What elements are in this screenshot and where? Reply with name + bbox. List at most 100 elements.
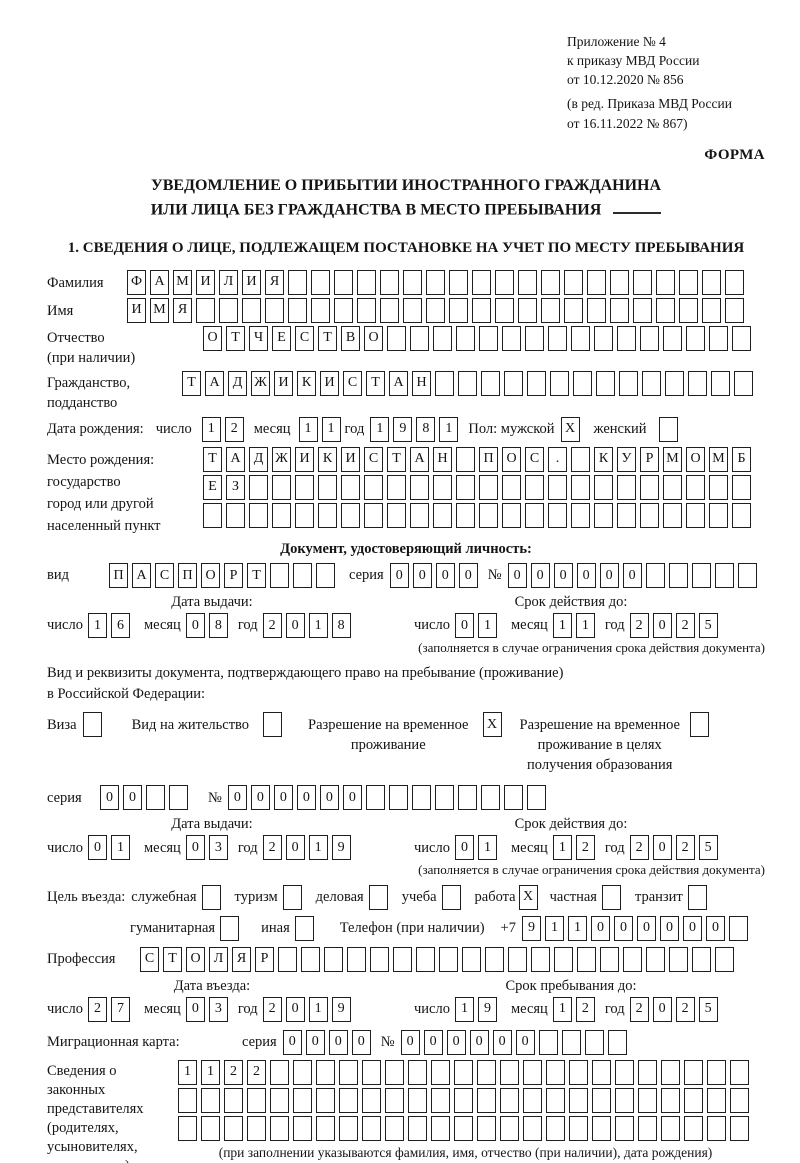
char-cell[interactable]: Р [640,446,659,472]
char-cell[interactable]: 8 [331,612,351,638]
char-cell[interactable]: 0 [613,915,633,941]
char-cell[interactable] [357,269,376,295]
char-cell[interactable] [617,474,636,500]
char-cell[interactable]: Р [224,562,243,588]
char-cell[interactable] [316,1059,335,1085]
char-cell[interactable] [569,1115,588,1141]
char-cell[interactable]: 9 [331,835,351,861]
char-cell[interactable]: Т [163,946,182,972]
char-cell[interactable] [661,1087,680,1113]
char-cell[interactable] [707,1115,726,1141]
char-cell[interactable] [669,946,688,972]
char-cell[interactable] [431,1087,450,1113]
char-cell[interactable] [546,1087,565,1113]
char-cell[interactable] [633,269,652,295]
sex-female-checkbox[interactable] [658,416,682,442]
char-cell[interactable] [408,1115,427,1141]
char-cell[interactable] [385,1059,404,1085]
char-cell[interactable]: И [127,297,146,323]
char-cell[interactable] [426,269,445,295]
char-cell[interactable]: 2 [224,1059,243,1085]
char-cell[interactable] [288,269,307,295]
char-cell[interactable] [462,946,481,972]
char-cell[interactable] [294,915,314,941]
char-cell[interactable] [709,502,728,528]
char-cell[interactable] [658,416,678,442]
purpose-humanitarian-checkbox[interactable] [220,915,243,941]
char-cell[interactable] [518,297,537,323]
char-cell[interactable]: Т [366,370,385,396]
char-cell[interactable]: Ж [272,446,291,472]
char-cell[interactable]: М [709,446,728,472]
char-cell[interactable] [638,1087,657,1113]
char-cell[interactable]: А [150,269,169,295]
char-cell[interactable]: К [297,370,316,396]
char-cell[interactable]: Ж [251,370,270,396]
char-cell[interactable] [707,1087,726,1113]
char-cell[interactable]: 1 [321,416,341,442]
char-cell[interactable]: Т [182,370,201,396]
char-cell[interactable] [500,1115,519,1141]
char-cell[interactable]: 7 [110,996,130,1022]
char-cell[interactable] [458,370,477,396]
char-cell[interactable] [364,502,383,528]
char-cell[interactable] [679,297,698,323]
char-cell[interactable] [617,502,636,528]
char-cell[interactable] [525,474,544,500]
char-cell[interactable]: А [132,562,151,588]
char-cell[interactable] [610,269,629,295]
char-cell[interactable]: П [178,562,197,588]
char-cell[interactable] [527,370,546,396]
char-cell[interactable]: А [410,446,429,472]
char-cell[interactable] [224,1087,243,1113]
char-cell[interactable] [249,502,268,528]
char-cell[interactable]: 2 [247,1059,266,1085]
char-cell[interactable]: 0 [652,612,672,638]
char-cell[interactable] [702,297,721,323]
purpose-transit-checkbox[interactable] [687,884,711,910]
char-cell[interactable]: . [548,446,567,472]
char-cell[interactable] [734,370,753,396]
char-cell[interactable]: 0 [123,785,142,811]
char-cell[interactable] [686,502,705,528]
char-cell[interactable] [571,446,590,472]
char-cell[interactable] [449,297,468,323]
char-cell[interactable] [707,1059,726,1085]
char-cell[interactable] [454,1115,473,1141]
representatives-row2-input[interactable] [178,1087,753,1113]
char-cell[interactable]: 0 [185,835,205,861]
char-cell[interactable] [638,1115,657,1141]
char-cell[interactable]: М [173,269,192,295]
char-cell[interactable]: 0 [435,562,455,588]
char-cell[interactable] [408,1087,427,1113]
char-cell[interactable]: Ф [127,269,146,295]
char-cell[interactable] [477,1087,496,1113]
char-cell[interactable] [587,269,606,295]
char-cell[interactable] [242,297,261,323]
char-cell[interactable] [311,297,330,323]
char-cell[interactable] [456,325,475,351]
char-cell[interactable]: И [295,446,314,472]
char-cell[interactable]: 0 [705,915,725,941]
char-cell[interactable] [502,474,521,500]
char-cell[interactable] [571,474,590,500]
char-cell[interactable] [640,325,659,351]
char-cell[interactable] [504,370,523,396]
char-cell[interactable] [617,325,636,351]
char-cell[interactable] [316,562,335,588]
char-cell[interactable]: 0 [446,1029,466,1055]
char-cell[interactable] [347,946,366,972]
char-cell[interactable] [679,269,698,295]
char-cell[interactable]: Б [732,446,751,472]
char-cell[interactable]: 0 [342,785,362,811]
char-cell[interactable]: 9 [393,416,413,442]
char-cell[interactable]: 2 [629,612,649,638]
char-cell[interactable]: 6 [110,612,130,638]
